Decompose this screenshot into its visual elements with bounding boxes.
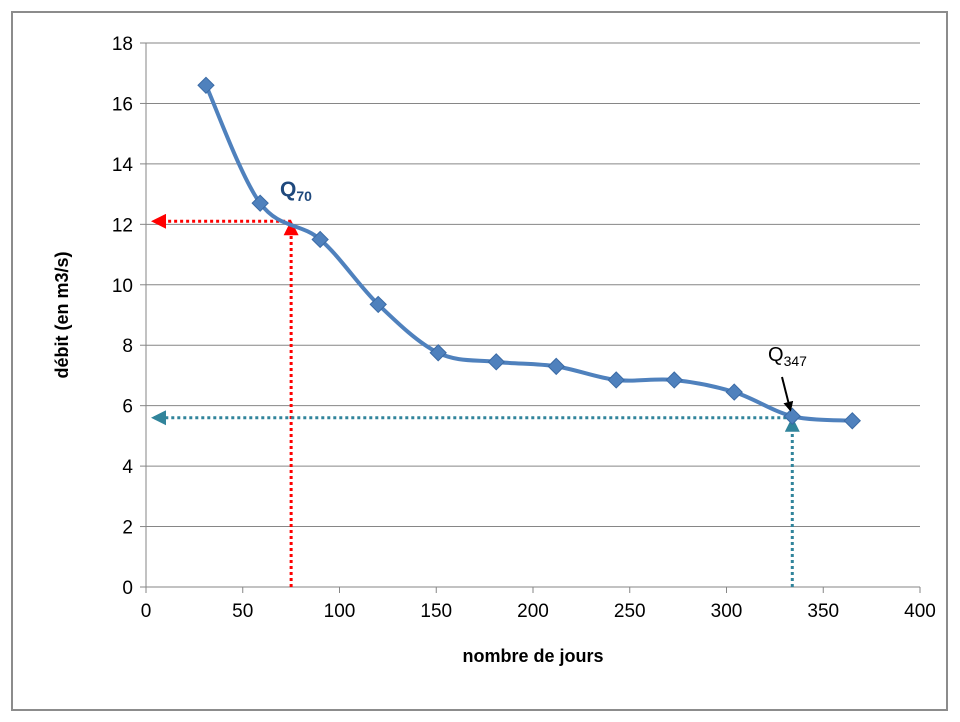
data-point — [607, 371, 625, 389]
x-tick-label: 400 — [904, 601, 936, 622]
data-point — [369, 295, 387, 314]
y-tick-label: 12 — [112, 215, 133, 236]
labels: nombre de jours débit (en m3/s) Q70 Q347 — [52, 178, 807, 666]
q70-label: Q70 — [280, 178, 312, 204]
y-axis-title: débit (en m3/s) — [52, 251, 72, 378]
q347-label: Q347 — [768, 344, 807, 369]
y-tick-label: 2 — [122, 518, 133, 539]
y-tick-label: 6 — [122, 397, 133, 418]
y-tick-label: 0 — [122, 578, 133, 599]
grid-lines — [146, 42, 920, 528]
q347-pointer-arrow — [781, 376, 794, 412]
data-point — [783, 407, 801, 425]
y-tick-label: 8 — [122, 336, 133, 357]
x-axis-title: nombre de jours — [462, 646, 603, 666]
x-tick-label: 350 — [807, 601, 839, 622]
x-tick-label: 100 — [324, 601, 356, 622]
data-point — [311, 230, 329, 249]
data-point — [251, 194, 269, 212]
y-tick-label: 10 — [112, 276, 133, 297]
y-tick-label: 4 — [122, 457, 133, 478]
guide-lines — [151, 213, 800, 587]
y-tick-label: 14 — [112, 155, 134, 176]
data-point — [725, 383, 743, 401]
data-point — [665, 371, 683, 389]
x-tick-label: 150 — [420, 601, 452, 622]
x-tick-label: 0 — [141, 601, 152, 622]
y-tick-label: 16 — [112, 94, 133, 115]
x-tick-label: 50 — [232, 601, 253, 622]
data-point — [197, 76, 215, 95]
x-tick-label: 300 — [711, 601, 743, 622]
y-tick-label: 18 — [112, 34, 133, 55]
series-line — [204, 84, 853, 423]
axes: 0 2 4 6 8 10 12 14 16 18 0 50 100 150 200 250 300 350 400 — [112, 34, 936, 622]
data-point — [487, 353, 505, 371]
data-point — [547, 357, 565, 376]
data-point — [429, 344, 447, 362]
data-point — [843, 412, 861, 430]
x-tick-label: 250 — [614, 601, 646, 622]
series-layer — [197, 76, 861, 430]
x-tick-label: 200 — [517, 601, 549, 622]
